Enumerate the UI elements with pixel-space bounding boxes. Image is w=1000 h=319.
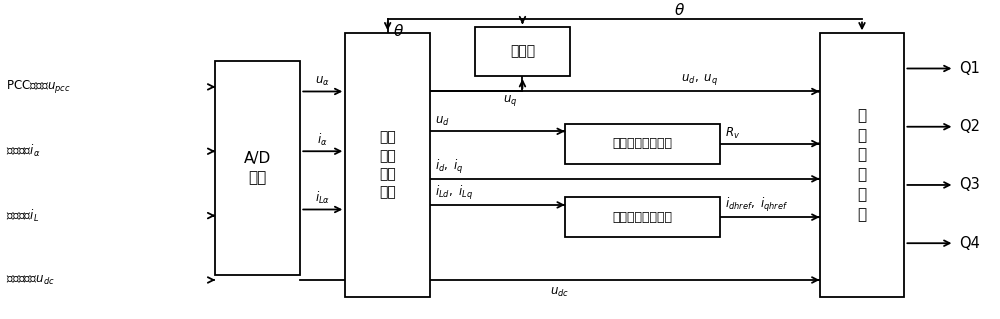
Text: 虚拟电阻产生模块: 虚拟电阻产生模块 [612,137,672,150]
Text: $i_{\alpha}$: $i_{\alpha}$ [317,132,328,148]
Text: 负载电流$i_L$: 负载电流$i_L$ [6,208,39,224]
Text: 阻
尼
补
偿
模
块: 阻 尼 补 偿 模 块 [857,108,867,222]
Text: PCC点电压$u_{pcc}$: PCC点电压$u_{pcc}$ [6,78,70,95]
Bar [565,124,720,164]
Text: $\theta$: $\theta$ [393,23,404,39]
Text: Q2: Q2 [959,119,980,134]
Text: $i_{Ld},\ i_{Lq}$: $i_{Ld},\ i_{Lq}$ [435,184,473,202]
Text: 直流侧电压$u_{dc}$: 直流侧电压$u_{dc}$ [6,273,54,286]
Text: $u_d$: $u_d$ [435,115,450,128]
Bar [215,61,300,275]
Text: $i_{L\alpha}$: $i_{L\alpha}$ [315,190,330,206]
Bar [475,27,570,76]
Text: 锁相环: 锁相环 [510,45,535,59]
Bar [565,197,720,237]
Text: 谐波电流检测模块: 谐波电流检测模块 [612,211,672,224]
Text: $u_{dc}$: $u_{dc}$ [550,286,569,299]
Text: A/D
采样: A/D 采样 [244,151,271,186]
Text: $i_{dhref},\ i_{qhref}$: $i_{dhref},\ i_{qhref}$ [725,196,788,214]
Text: $u_{\alpha}$: $u_{\alpha}$ [315,75,330,88]
Bar [345,33,430,297]
Text: $\theta$: $\theta$ [674,2,685,18]
Text: $R_v$: $R_v$ [725,125,740,141]
Text: $u_d,\ u_q$: $u_d,\ u_q$ [681,72,718,87]
Text: $u_q$: $u_q$ [503,93,517,108]
Text: Q4: Q4 [959,236,980,251]
Text: $i_d,\ i_q$: $i_d,\ i_q$ [435,158,464,176]
Text: Q1: Q1 [959,61,980,76]
Bar [820,33,904,297]
Text: Q3: Q3 [959,177,980,192]
Text: 输入电流$i_{\alpha}$: 输入电流$i_{\alpha}$ [6,143,40,159]
Text: 正交
信号
产生
模块: 正交 信号 产生 模块 [379,130,396,200]
